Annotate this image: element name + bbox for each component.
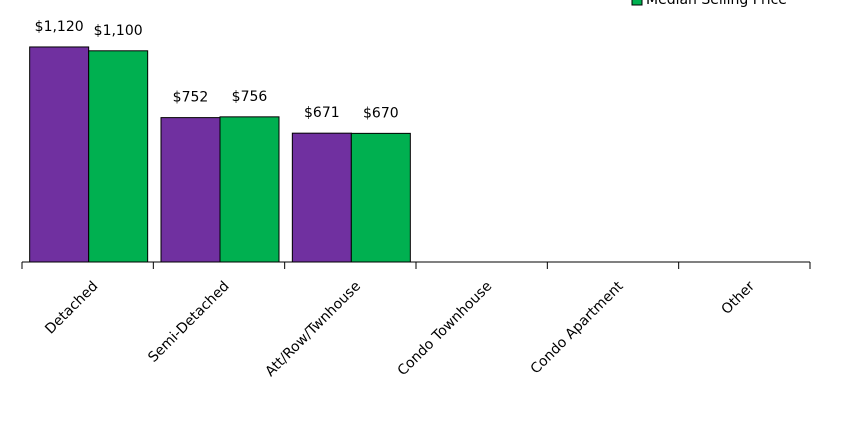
value-label: $756 [232, 89, 268, 105]
legend-label: Median Selling Price [646, 0, 787, 8]
bar [160, 117, 221, 263]
x-tick-label: Att/Row/Twnhouse [262, 278, 364, 380]
x-tick-label: Detached [42, 278, 101, 337]
bar [219, 116, 280, 263]
value-label: $1,100 [94, 23, 143, 39]
x-tick-label: Condo Townhouse [395, 278, 496, 379]
x-tick-label: Semi-Detached [145, 278, 232, 365]
bar [88, 50, 149, 263]
x-tick-label: Condo Apartment [528, 278, 627, 377]
value-label: $670 [363, 105, 399, 121]
value-label: $671 [304, 105, 340, 121]
bar [350, 132, 411, 263]
x-tick-label: Other [719, 278, 759, 318]
legend-swatch [631, 0, 643, 6]
value-label: $1,120 [35, 19, 84, 35]
value-label: $752 [173, 90, 209, 106]
bar [29, 46, 90, 263]
bar [291, 132, 352, 263]
